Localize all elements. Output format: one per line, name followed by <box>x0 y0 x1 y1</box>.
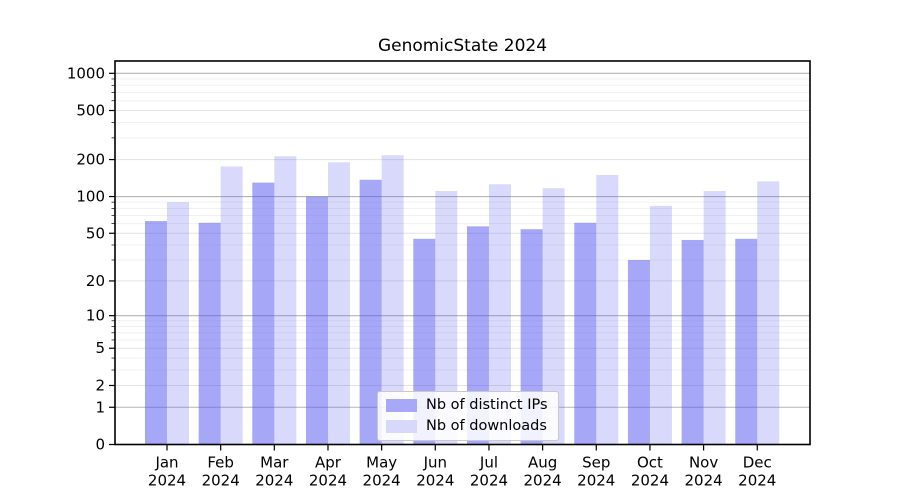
x-tick-label-month: Sep <box>582 454 610 472</box>
bar-aug-2024-downloads <box>542 188 565 445</box>
y-tick-label: 100 <box>76 188 105 206</box>
x-tick-label-month: Mar <box>260 454 289 472</box>
bar-may-2024-ips <box>359 179 382 445</box>
bar-apr-2024-ips <box>305 196 328 445</box>
series-distinct-ips <box>145 179 758 445</box>
x-tick-label-month: May <box>366 454 397 472</box>
x-tick-label-month: Jun <box>423 454 447 472</box>
x-tick-label-year: 2024 <box>202 472 240 490</box>
bar-mar-2024-ips <box>252 182 275 445</box>
x-tick-label-year: 2024 <box>631 472 669 490</box>
x-tick-label-year: 2024 <box>148 472 186 490</box>
plot-border <box>114 60 811 446</box>
legend-label-downloads: Nb of downloads <box>426 417 547 434</box>
y-tick-label: 1000 <box>67 64 105 82</box>
x-tick-label-month: Oct <box>637 454 663 472</box>
x-tick-label-month: Jan <box>154 454 178 472</box>
legend-swatch-distinct-ips <box>386 398 417 412</box>
y-tick-label: 50 <box>86 224 105 242</box>
y-tick-label: 5 <box>95 339 105 357</box>
gridlines <box>115 72 810 408</box>
y-tick-label: 20 <box>86 272 105 290</box>
bar-apr-2024-downloads <box>327 162 350 445</box>
legend: Nb of distinct IPs Nb of downloads <box>377 391 559 442</box>
bar-nov-2024-ips <box>681 239 704 445</box>
legend-item-downloads: Nb of downloads <box>386 418 548 435</box>
bar-oct-2024-ips <box>627 260 650 445</box>
y-tick-label: 200 <box>76 151 105 169</box>
x-tick-label-month: Apr <box>315 454 342 472</box>
bar-sep-2024-downloads <box>596 174 619 445</box>
y-tick-label: 0 <box>95 436 105 454</box>
x-tick-label-year: 2024 <box>524 472 562 490</box>
chart-title: GenomicState 2024 <box>377 36 548 56</box>
bar-jul-2024-ips <box>466 226 489 445</box>
bar-sep-2024-ips <box>574 222 597 445</box>
x-axis: Jan2024Feb2024Mar2024Apr2024May2024Jun20… <box>148 444 776 490</box>
bar-dec-2024-downloads <box>757 181 780 445</box>
y-tick-label: 1 <box>95 398 105 416</box>
x-tick-label-month: Dec <box>743 454 772 472</box>
x-tick-label-month: Nov <box>689 454 718 472</box>
bar-aug-2024-ips <box>520 229 543 445</box>
legend-swatch-downloads <box>386 419 417 433</box>
bar-jan-2024-downloads <box>167 202 189 445</box>
bar-oct-2024-downloads <box>649 205 672 445</box>
y-tick-label: 500 <box>76 102 105 120</box>
bar-feb-2024-ips <box>198 222 221 445</box>
bar-dec-2024-ips <box>735 238 758 445</box>
legend-label-distinct-ips: Nb of distinct IPs <box>426 397 548 413</box>
x-tick-label-year: 2024 <box>577 472 615 490</box>
x-tick-label-month: Aug <box>528 454 557 472</box>
bar-jan-2024-ips <box>145 221 167 445</box>
x-tick-label-year: 2024 <box>416 472 454 490</box>
bar-nov-2024-downloads <box>703 190 726 445</box>
x-tick-label-month: Jul <box>479 454 498 472</box>
x-tick-label-month: Feb <box>207 454 234 472</box>
y-axis: 0 1 2 5 10 20 50 100 200 500 1000 <box>67 64 115 454</box>
bar-jun-2024-downloads <box>435 190 458 445</box>
series-downloads <box>167 155 780 445</box>
x-tick-label-year: 2024 <box>738 472 776 490</box>
x-tick-label-year: 2024 <box>309 472 347 490</box>
x-tick-label-year: 2024 <box>685 472 723 490</box>
y-tick-label: 2 <box>95 376 105 394</box>
bar-mar-2024-downloads <box>274 156 297 445</box>
legend-item-distinct-ips: Nb of distinct IPs <box>386 397 548 414</box>
bar-jul-2024-downloads <box>488 184 511 445</box>
x-tick-label-year: 2024 <box>470 472 508 490</box>
bar-feb-2024-downloads <box>220 166 243 445</box>
bar-may-2024-downloads <box>381 155 404 445</box>
x-tick-label-year: 2024 <box>255 472 293 490</box>
x-tick-label-year: 2024 <box>363 472 401 490</box>
y-tick-label: 10 <box>86 307 105 325</box>
